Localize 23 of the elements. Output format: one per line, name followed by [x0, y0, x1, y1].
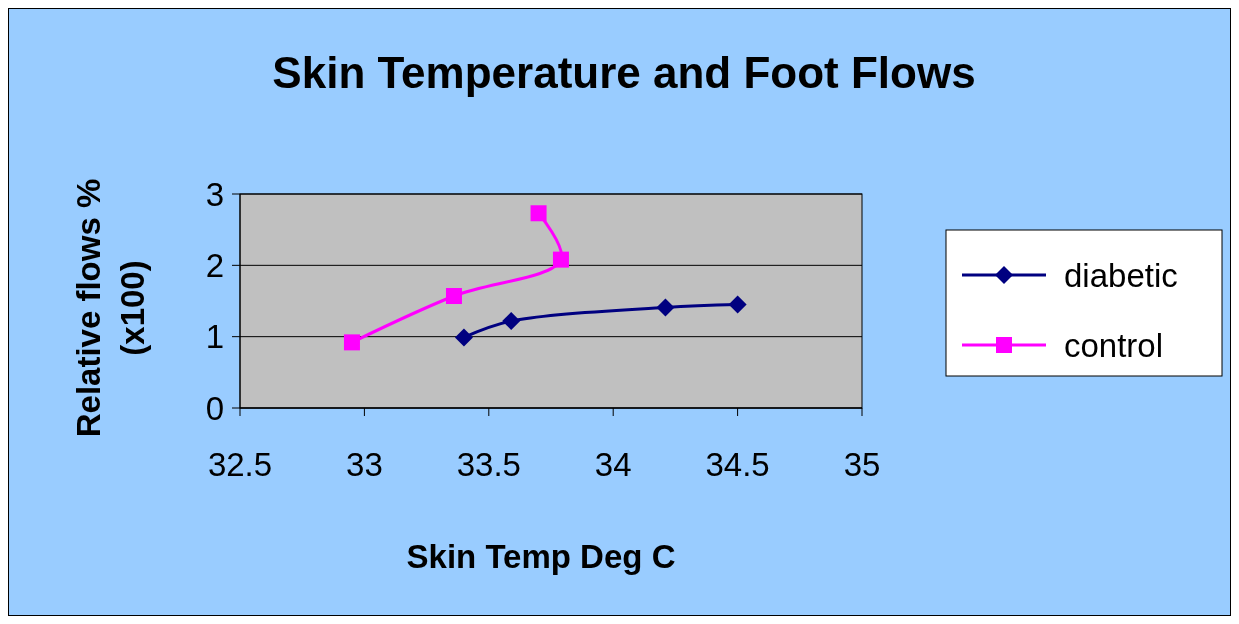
x-tick-label: 32.5 — [207, 446, 273, 483]
point — [552, 251, 569, 268]
y-tick-label: 2 — [205, 246, 224, 284]
point — [445, 288, 462, 305]
point — [728, 295, 747, 314]
y-axis-title: Relative flows % (x100) — [70, 178, 151, 438]
chart-title: Skin Temperature and Foot Flows — [272, 48, 976, 97]
point — [656, 298, 675, 317]
x-tick-label: 34 — [594, 446, 632, 483]
point — [502, 311, 521, 330]
x-tick-label: 33.5 — [456, 446, 521, 483]
legend-label: control — [1064, 326, 1164, 364]
y-tick-label: 3 — [205, 175, 224, 213]
y-tick-label: 1 — [205, 318, 224, 356]
x-tick-label: 34.5 — [705, 446, 770, 483]
x-tick-label: 35 — [843, 446, 881, 483]
y-tick-label: 0 — [205, 389, 224, 427]
legend-label: diabetic — [1064, 256, 1178, 294]
point — [454, 328, 473, 347]
point — [343, 334, 360, 351]
x-tick-label: 33 — [346, 446, 383, 483]
x-axis-title: Skin Temp Deg C — [406, 538, 676, 575]
point — [530, 205, 547, 222]
